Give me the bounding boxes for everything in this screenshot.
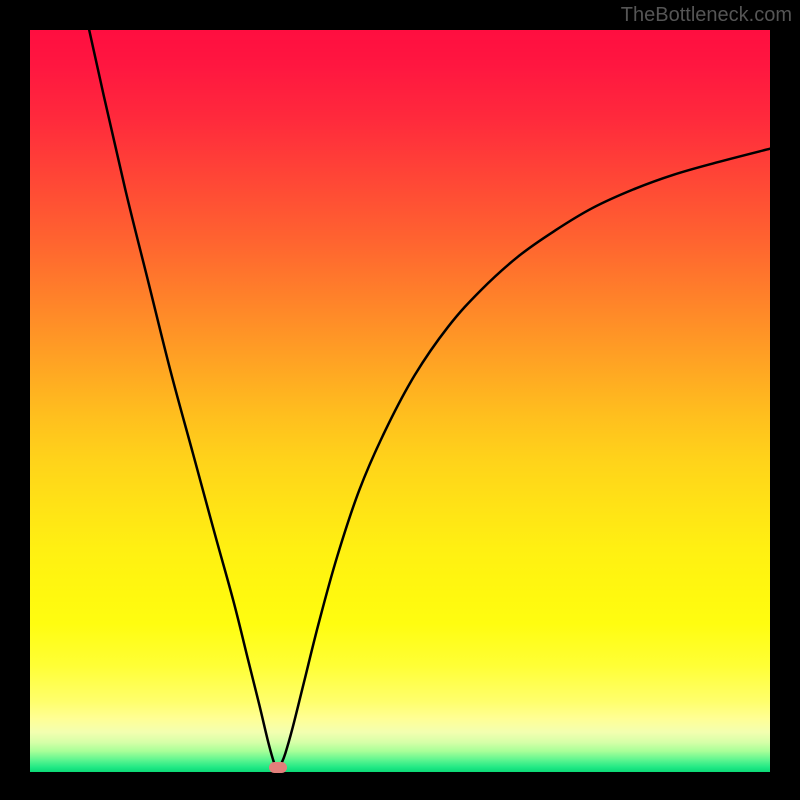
bottleneck-curve — [89, 30, 770, 770]
curve-layer — [30, 30, 770, 772]
minimum-marker — [269, 762, 287, 773]
watermark-text: TheBottleneck.com — [621, 4, 792, 27]
plot-area — [30, 30, 770, 772]
